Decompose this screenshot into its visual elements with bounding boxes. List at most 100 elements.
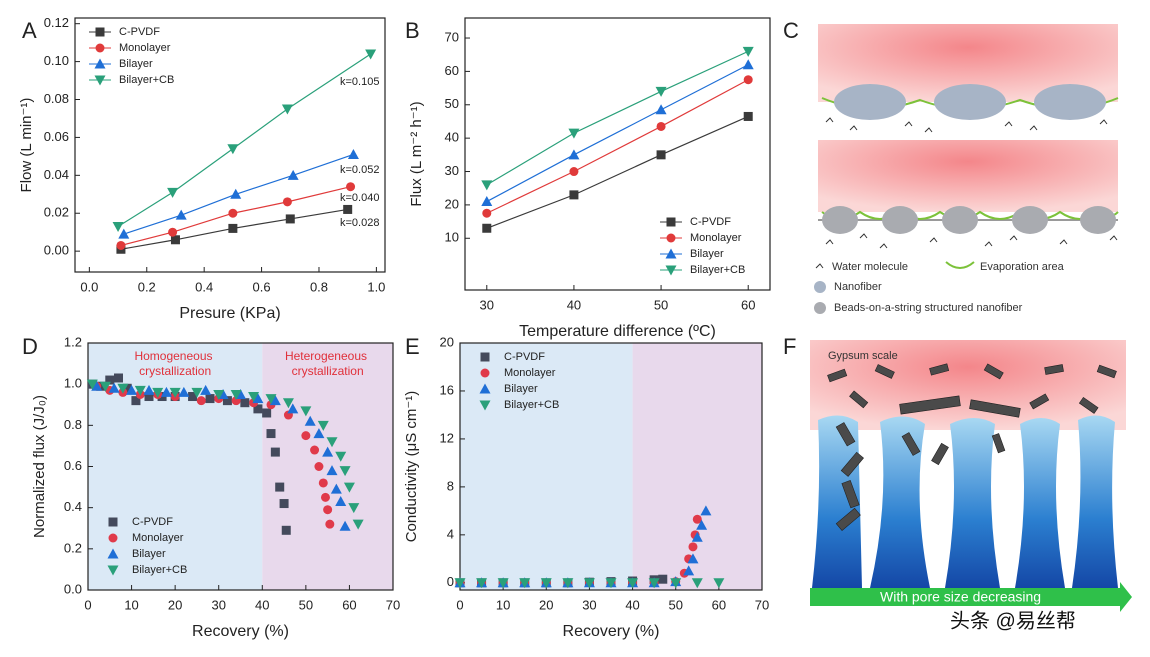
x-tick-label: 0.8 [310, 279, 328, 294]
marker [265, 394, 277, 405]
marker [285, 214, 295, 224]
gypsum-crystals [827, 363, 1117, 531]
legend-marker [480, 352, 490, 362]
arrow [810, 582, 1132, 612]
y-tick-label: 0.00 [44, 243, 69, 258]
marker [476, 578, 488, 589]
marker [627, 578, 639, 589]
legend-marker [665, 265, 677, 276]
marker [287, 403, 299, 414]
legend-label: Evaporation area [980, 261, 1065, 273]
region [262, 343, 393, 590]
marker [169, 387, 181, 398]
panel-letters: A B C D E F [22, 18, 799, 359]
marker [301, 431, 311, 441]
region [460, 343, 633, 590]
marker [152, 387, 164, 398]
bead [1012, 206, 1048, 234]
y-tick-label: 10 [445, 230, 459, 245]
marker [122, 383, 132, 393]
y-tick-label: 30 [445, 163, 459, 178]
marker [497, 578, 509, 589]
marker [281, 525, 291, 535]
y-tick-label: 20 [445, 196, 459, 211]
marker [248, 392, 260, 403]
panel-letter: C [783, 18, 799, 43]
marker [114, 373, 123, 383]
annotation: k=0.105 [340, 76, 379, 88]
marker [683, 565, 695, 576]
legend-marker [666, 217, 676, 227]
y-axis-label: Normalized flux (J/J₀) [31, 395, 48, 538]
y-axis-label: Conductivity (μS cm⁻¹) [403, 391, 420, 543]
x-tick-label: 10 [496, 597, 510, 612]
marker [200, 384, 212, 395]
series-line [486, 79, 749, 214]
marker [691, 578, 703, 589]
legend-label: Bilayer [132, 548, 166, 560]
series-line [486, 50, 749, 186]
x-tick-label: 20 [168, 597, 182, 612]
legend-marker [94, 75, 106, 86]
y-tick-label: 50 [445, 96, 459, 111]
legend-label: C-PVDF [690, 216, 731, 228]
legend-label: Water molecule [832, 261, 908, 273]
marker [648, 578, 660, 589]
marker [270, 447, 280, 457]
y-tick-label: 0.12 [44, 15, 69, 30]
legend-label: C-PVDF [132, 516, 173, 528]
arrow-label: With pore size decreasing [880, 589, 1041, 605]
legend-icon [814, 281, 826, 293]
x-tick-label: 10 [124, 597, 138, 612]
y-tick-label: 0.02 [44, 205, 69, 220]
marker [188, 392, 198, 402]
y-tick-label: 16 [440, 382, 454, 397]
label: Gypsum scale [828, 350, 898, 362]
legend-marker [108, 533, 118, 543]
marker [348, 503, 360, 514]
marker [482, 208, 492, 218]
column [870, 416, 930, 588]
marker [688, 542, 698, 552]
marker [656, 121, 666, 131]
marker [314, 462, 324, 471]
marker [519, 578, 531, 589]
marker [317, 420, 329, 431]
marker [569, 167, 579, 177]
x-tick-label: 0.2 [138, 279, 156, 294]
water-molecules [825, 233, 1118, 249]
legend-marker [479, 400, 491, 411]
marker [230, 389, 242, 400]
x-tick-label: 50 [668, 597, 682, 612]
nanofiber [1034, 84, 1106, 120]
legend-label: Bilayer+CB [690, 264, 745, 276]
legend-marker [107, 548, 119, 559]
bead [942, 206, 978, 234]
diagram-f: Gypsum scale With pore size decreasing [810, 340, 1132, 612]
x-tick-label: 70 [755, 597, 769, 612]
x-axis-label: Temperature difference (ºC) [519, 323, 716, 340]
y-tick-label: 0.4 [64, 499, 82, 514]
marker [365, 49, 377, 60]
x-tick-label: 30 [480, 297, 494, 312]
annotation: k=0.028 [340, 217, 379, 229]
chart: 0 10 20 30 40 50 60 70 0 4 8 12 16 20 Recovery (%) Cond… [403, 334, 769, 640]
y-tick-label: 4 [447, 526, 454, 541]
legend-marker [107, 565, 119, 576]
y-tick-label: 0.06 [44, 129, 69, 144]
marker [743, 75, 753, 85]
legend-marker [479, 383, 491, 394]
y-tick-label: 12 [440, 430, 454, 445]
marker [170, 235, 180, 245]
x-tick-label: 50 [654, 297, 668, 312]
marker [228, 223, 238, 233]
marker [86, 379, 98, 390]
y-tick-label: 0.0 [64, 581, 82, 596]
legend-label: Nanofiber [834, 281, 882, 293]
marker [687, 553, 699, 564]
marker [253, 404, 263, 414]
marker [281, 104, 293, 115]
region [632, 343, 762, 590]
nanofiber [834, 84, 906, 120]
series-line [486, 115, 749, 229]
